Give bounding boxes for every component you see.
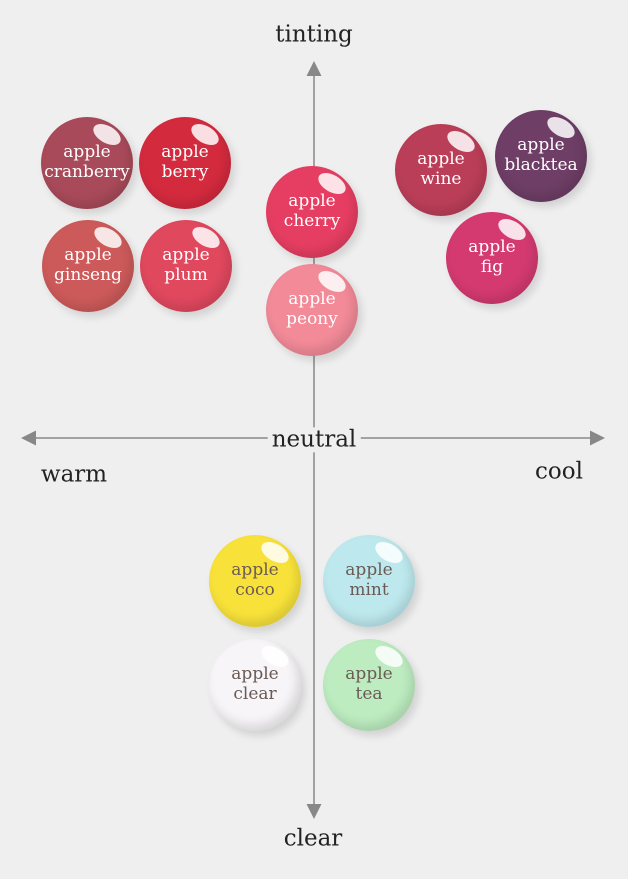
product-apple-berry: apple berry (139, 117, 231, 209)
product-line1: apple (345, 664, 393, 685)
product-line1: apple (288, 289, 336, 310)
product-line2: cranberry (44, 162, 130, 182)
product-apple-mint: apple mint (323, 535, 415, 627)
product-line1: apple (63, 142, 111, 163)
product-apple-clear: apple clear (209, 639, 301, 731)
product-apple-wine: apple wine (395, 124, 487, 216)
product-line2: berry (161, 162, 209, 182)
product-line1: apple (162, 245, 210, 266)
product-line1: apple (417, 149, 465, 170)
product-line1: apple (517, 135, 565, 156)
product-line1: apple (161, 142, 209, 163)
product-line2: peony (286, 309, 338, 329)
product-apple-plum: apple plum (140, 220, 232, 312)
product-line1: apple (231, 560, 279, 581)
product-line2: plum (164, 265, 208, 285)
product-line1: apple (64, 245, 112, 266)
axis-label-clear: clear (279, 826, 347, 852)
axis-label-tinting: tinting (271, 22, 357, 48)
product-line2: blacktea (504, 155, 578, 175)
product-apple-ginseng: apple ginseng (42, 220, 134, 312)
product-line2: clear (233, 684, 277, 704)
product-line2: mint (349, 580, 389, 600)
product-line1: apple (345, 560, 393, 581)
product-line1: apple (288, 191, 336, 212)
product-line2: cherry (283, 211, 341, 231)
product-line1: apple (231, 664, 279, 685)
product-line2: coco (235, 580, 275, 600)
product-line2: wine (420, 169, 462, 189)
product-line2: ginseng (54, 265, 122, 285)
axis-label-neutral: neutral (267, 427, 361, 453)
product-apple-blacktea: apple blacktea (495, 110, 587, 202)
product-apple-fig: apple fig (446, 212, 538, 304)
product-apple-peony: apple peony (266, 264, 358, 356)
axis-label-warm: warm (40, 461, 108, 488)
product-apple-coco: apple coco (209, 535, 301, 627)
product-line1: apple (468, 237, 516, 258)
product-apple-tea: apple tea (323, 639, 415, 731)
product-line2: tea (355, 684, 383, 704)
axis-label-cool: cool (535, 458, 583, 485)
product-line2: fig (480, 257, 504, 277)
product-apple-cherry: apple cherry (266, 166, 358, 258)
product-apple-cranberry: apple cranberry (41, 117, 133, 209)
